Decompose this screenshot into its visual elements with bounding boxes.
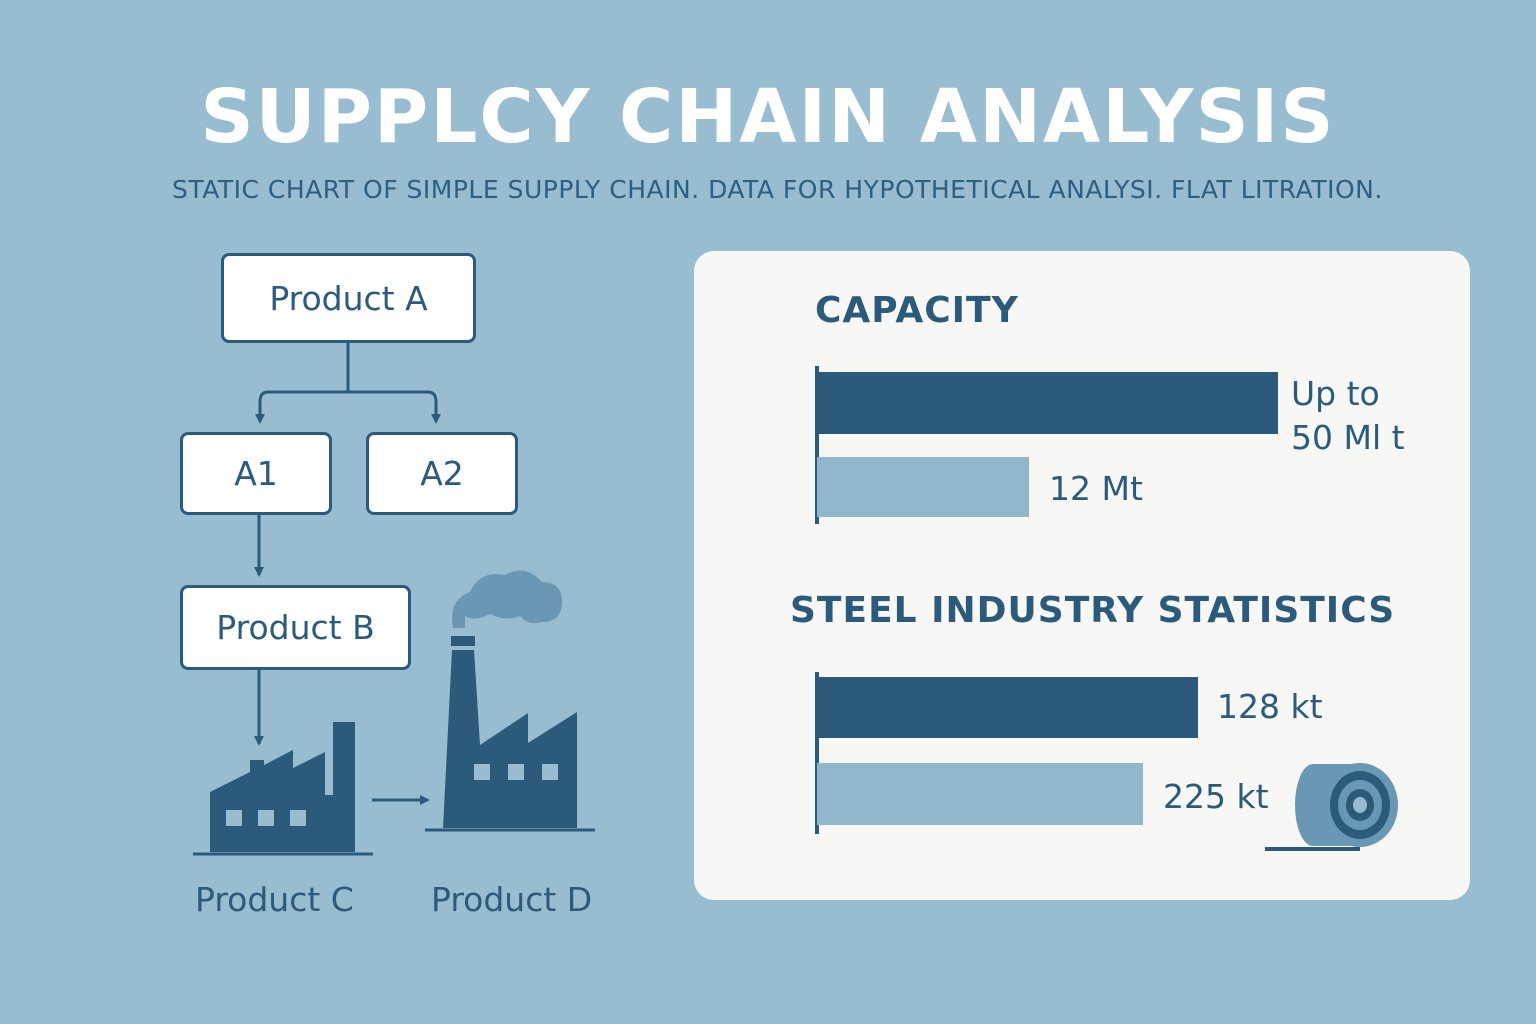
node-a2: A2 [366,432,518,515]
steel-stats-title: STEEL INDUSTRY STATISTICS [790,590,1396,631]
steel-bar-128kt [817,677,1198,738]
arrow-to-a1 [255,390,269,424]
capacity-bar-50mt [817,372,1278,434]
page-subtitle: STATIC CHART OF SIMPLE SUPPLY CHAIN. DAT… [172,175,1383,204]
steel-label-128kt: 128 kt [1217,687,1323,726]
factory-icon [193,722,373,856]
capacity-label-50mt-line2: 50 Ml t [1291,418,1405,457]
node-product-b: Product B [180,585,411,670]
page-title: SUPPLCY CHAIN ANALYSIS [200,74,1336,160]
steel-coil-icon [1265,763,1398,851]
steel-label-225kt: 225 kt [1163,777,1269,816]
flow-connectors [193,343,595,856]
label-product-c: Product C [195,880,354,919]
capacity-bar-12mt [817,457,1029,517]
node-product-a: Product A [221,253,476,343]
node-a1: A1 [180,432,332,515]
factory-smoke-icon [425,570,595,832]
capacity-label-50mt-line1: Up to [1291,374,1380,413]
arrow-to-a2 [427,390,441,424]
steel-bar-225kt [817,763,1143,825]
capacity-label-12mt: 12 Mt [1049,469,1143,508]
capacity-title: CAPACITY [815,290,1019,331]
label-product-d: Product D [431,880,593,919]
